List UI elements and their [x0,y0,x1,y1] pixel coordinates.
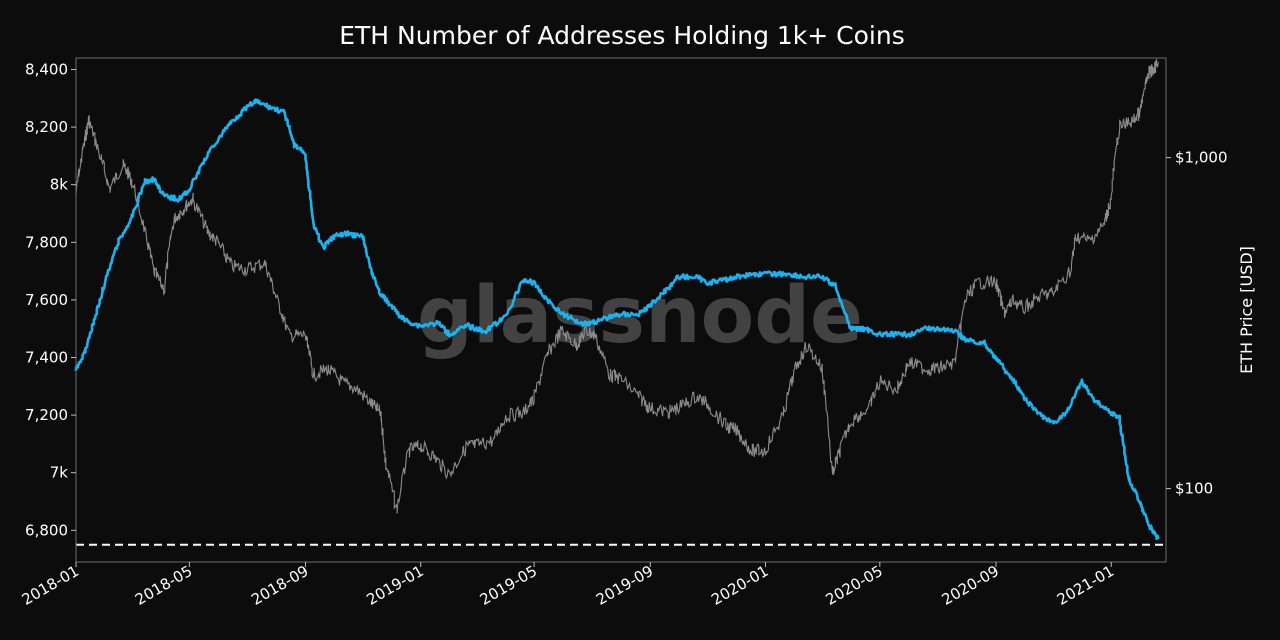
y-tick-label: 6,800 [25,521,68,539]
y-right-tick-label: $100 [1175,480,1213,498]
price-line [75,59,1159,514]
chart-title: ETH Number of Addresses Holding 1k+ Coin… [339,21,905,50]
y-tick-label: 8,400 [25,61,68,79]
y-tick-label: 7,800 [25,233,68,251]
y-tick-label: 7k [50,464,69,482]
y-axis-right-label: ETH Price [USD] [1237,246,1256,374]
y-right-tick-label: $1,000 [1175,149,1228,167]
y-tick-label: 7,400 [25,349,68,367]
y-tick-label: 7,600 [25,291,68,309]
y-axis-left: 8,400 8,200 8k 7,800 7,600 7,400 7,200 7k 6,800 [25,61,76,539]
addresses-line [74,98,1160,541]
y-tick-label: 7,200 [25,406,68,424]
plot-frame [75,57,1167,563]
y-axis-right: $1,000 $100 [1166,149,1228,498]
price-series [75,59,1159,514]
y-tick-label: 8,200 [25,118,68,136]
addresses-series [74,98,1160,541]
y-tick-label: 8k [50,176,69,194]
